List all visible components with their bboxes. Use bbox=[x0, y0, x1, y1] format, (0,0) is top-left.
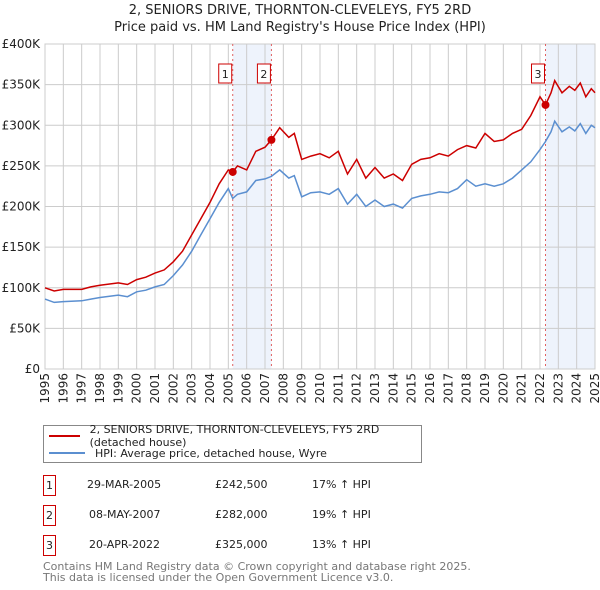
x-tick-label: 2005 bbox=[221, 373, 235, 404]
price: £242,500 bbox=[215, 478, 268, 491]
copyright-text: Contains HM Land Registry data © Crown c… bbox=[43, 560, 471, 573]
property-price-line bbox=[44, 78, 596, 292]
sale-point bbox=[541, 100, 550, 109]
legend-item-hpi: HPI: Average price, detached house, Wyre bbox=[44, 445, 327, 461]
sale-label: 2 bbox=[260, 68, 267, 81]
date: 20-APR-2022 bbox=[89, 538, 161, 551]
x-tick-label: 2018 bbox=[460, 373, 474, 404]
x-tick-label: 2017 bbox=[441, 373, 455, 404]
x-tick-label: 2009 bbox=[295, 373, 309, 404]
y-tick-label: £100K bbox=[2, 281, 42, 295]
sale-point bbox=[228, 167, 237, 176]
legend: 2, SENIORS DRIVE, THORNTON-CLEVELEYS, FY… bbox=[43, 423, 422, 463]
x-tick-label: 1998 bbox=[93, 373, 107, 404]
hpi-diff: 13% ↑ HPI bbox=[312, 538, 371, 551]
x-tick-label: 2023 bbox=[551, 373, 565, 404]
y-tick-label: £250K bbox=[2, 159, 42, 173]
footer: Contains HM Land Registry data © Crown c… bbox=[43, 561, 471, 583]
x-tick-label: 2007 bbox=[258, 373, 272, 404]
x-tick-label: 2024 bbox=[570, 373, 584, 404]
x-tick-label: 2021 bbox=[515, 373, 529, 404]
x-tick-label: 2003 bbox=[185, 373, 199, 404]
y-tick-label: £300K bbox=[2, 118, 42, 132]
x-tick-label: 2013 bbox=[368, 373, 382, 404]
sale-label-box bbox=[218, 63, 233, 84]
sale-label-box bbox=[256, 63, 271, 84]
marker-badge: 2 bbox=[43, 505, 56, 526]
marker-badge: 1 bbox=[43, 475, 56, 496]
hpi-diff: 17% ↑ HPI bbox=[312, 478, 371, 491]
chart-title: 2, SENIORS DRIVE, THORNTON-CLEVELEYS, FY… bbox=[128, 3, 472, 18]
x-tick-label: 2014 bbox=[386, 373, 400, 404]
x-tick-label: 2002 bbox=[166, 373, 180, 404]
x-tick-label: 1995 bbox=[38, 373, 52, 404]
plot-border bbox=[44, 43, 596, 370]
sale-point bbox=[267, 135, 276, 144]
sale-label-box bbox=[531, 63, 545, 84]
x-tick-label: 2020 bbox=[496, 373, 510, 404]
sale-label: 3 bbox=[535, 68, 542, 81]
x-tick-label: 2022 bbox=[533, 373, 547, 404]
chart-subtitle: Price paid vs. HM Land Registry's House … bbox=[114, 20, 486, 35]
x-tick-label: 2010 bbox=[313, 373, 327, 404]
x-tick-label: 2012 bbox=[350, 373, 364, 404]
x-tick-label: 2001 bbox=[148, 373, 162, 404]
price: £325,000 bbox=[215, 538, 268, 551]
legend-label: 2, SENIORS DRIVE, THORNTON-CLEVELEYS, FY… bbox=[89, 423, 380, 449]
marker-badge: 3 bbox=[43, 535, 56, 556]
x-tick-label: 2000 bbox=[130, 373, 144, 404]
x-tick-label: 1996 bbox=[56, 373, 70, 404]
x-tick-label: 2011 bbox=[331, 373, 345, 404]
blue-line-swatch bbox=[49, 452, 85, 454]
x-tick-label: 2015 bbox=[405, 373, 419, 404]
y-tick-label: £50K bbox=[9, 321, 41, 335]
red-line-swatch bbox=[49, 435, 80, 437]
y-tick-label: £350K bbox=[2, 78, 42, 92]
price: £282,000 bbox=[215, 508, 268, 521]
legend-label: HPI: Average price, detached house, Wyre bbox=[95, 446, 327, 460]
hpi-diff: 19% ↑ HPI bbox=[312, 508, 371, 521]
sale-label: 1 bbox=[222, 68, 229, 81]
hpi-line bbox=[44, 119, 596, 304]
y-tick-label: £400K bbox=[2, 37, 42, 51]
x-tick-label: 2025 bbox=[588, 373, 600, 404]
date: 08-MAY-2007 bbox=[89, 508, 161, 521]
y-tick-label: £0 bbox=[25, 362, 40, 376]
y-tick-label: £150K bbox=[2, 240, 42, 254]
date: 29-MAR-2005 bbox=[87, 478, 162, 491]
x-tick-label: 2016 bbox=[423, 373, 437, 404]
x-tick-label: 2008 bbox=[276, 373, 290, 404]
licence-text: This data is licensed under the Open Gov… bbox=[43, 571, 394, 584]
x-tick-label: 1999 bbox=[111, 373, 125, 404]
x-tick-label: 2019 bbox=[478, 373, 492, 404]
x-tick-label: 2006 bbox=[240, 373, 254, 404]
x-tick-label: 2004 bbox=[203, 373, 217, 404]
x-tick-label: 1997 bbox=[75, 373, 89, 404]
y-tick-label: £200K bbox=[2, 200, 42, 214]
legend-item-property: 2, SENIORS DRIVE, THORNTON-CLEVELEYS, FY… bbox=[44, 423, 421, 449]
price-chart: 1995 1996 1997 1998 1999 2000 2001 2002 2003 2004… bbox=[2, 37, 600, 404]
